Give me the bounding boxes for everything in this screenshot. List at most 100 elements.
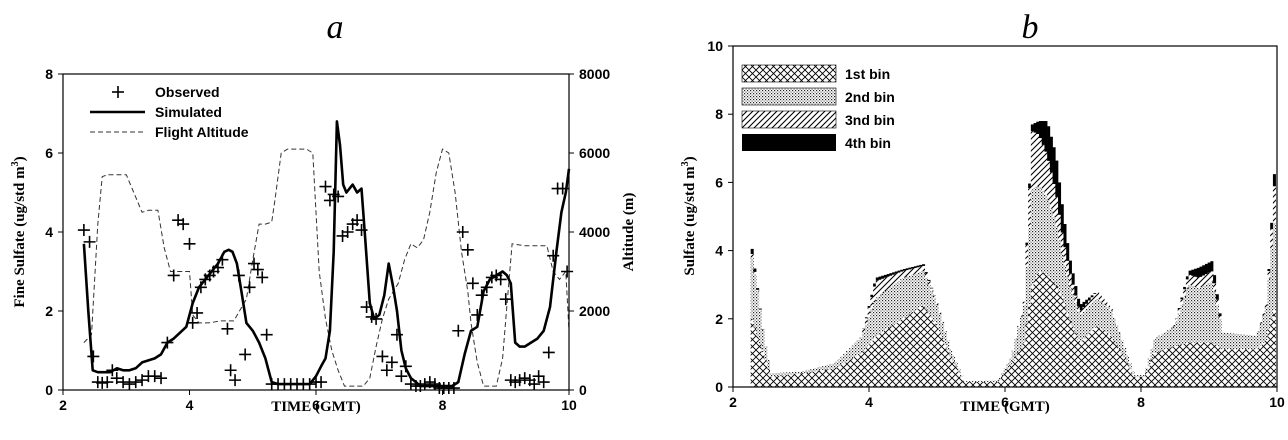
bar-segment-3nd-bin [1215,299,1219,306]
bar-segment-1st-bin [1126,363,1130,387]
bar-segment-1st-bin [1060,296,1064,387]
bar-segment-1st-bin [1077,339,1081,387]
bar-segment-2nd-bin [1074,303,1078,334]
bar-segment-2nd-bin [862,332,866,352]
observed-point [303,378,316,391]
bar-segment-2nd-bin [783,372,787,376]
bar-segment-3nd-bin [1183,289,1187,297]
bar-segment-1st-bin [1014,356,1018,387]
bar-segment-1st-bin [1107,334,1111,387]
bar-segment-1st-bin [1036,273,1040,387]
bar-segment-4th-bin [750,248,754,255]
bar-segment-2nd-bin [987,380,991,382]
panel-a-x-tick-label: 10 [561,397,577,413]
bar-segment-2nd-bin [1267,278,1271,330]
bar-segment-2nd-bin [1136,375,1140,377]
bar-segment-3nd-bin [881,278,885,294]
bar-segment-1st-bin [1145,372,1149,387]
bar-segment-2nd-bin [1177,313,1181,346]
bar-segment-2nd-bin [883,291,887,330]
bar-segment-2nd-bin [1155,337,1159,352]
bar-segment-2nd-bin [1213,291,1217,345]
bar-segment-3nd-bin [924,273,928,278]
bar-segment-3nd-bin [1175,318,1179,322]
bar-segment-1st-bin [1090,330,1094,387]
bar-segment-2nd-bin [750,257,754,319]
bar-segment-1st-bin [815,370,819,387]
bar-segment-2nd-bin [1215,305,1219,346]
bar-segment-3nd-bin [1117,332,1121,333]
bar-segment-3nd-bin [1085,303,1089,309]
bar-segment-1st-bin [829,368,833,387]
bar-segment-4th-bin [753,268,757,272]
bar-segment-3nd-bin [1017,326,1021,328]
bar-segment-1st-bin [1234,349,1238,387]
bar-segment-1st-bin [1098,328,1102,387]
panel-a-plot-frame [62,73,570,391]
bar-segment-2nd-bin [824,365,828,370]
bar-segment-2nd-bin [1147,358,1151,366]
observed-point [260,328,273,341]
observed-point [129,376,142,389]
bar-segment-3nd-bin [856,338,860,340]
bar-segment-1st-bin [1058,291,1062,387]
panel-a-x-tick-label: 6 [312,397,320,413]
observed-point [83,235,96,248]
bar-segment-2nd-bin [1240,334,1244,350]
panel-a-y-tick-label: 4 [45,224,53,240]
bar-segment-2nd-bin [1218,318,1222,348]
bar-segment-2nd-bin [1131,371,1135,375]
observed-point [136,374,149,387]
bar-segment-1st-bin [1030,284,1034,387]
bar-segment-2nd-bin [1117,332,1121,350]
observed-point [239,348,252,361]
bar-segment-2nd-bin [753,274,757,328]
bar-segment-2nd-bin [1248,335,1252,350]
panel-b-y-tick-label: 8 [715,106,723,122]
bar-segment-3nd-bin [1014,338,1018,340]
bar-segment-2nd-bin [962,381,966,382]
bar-segment-2nd-bin [1180,305,1184,345]
bar-segment-1st-bin [862,351,866,387]
bar-segment-2nd-bin [848,348,852,360]
bar-segment-2nd-bin [1003,368,1007,373]
bar-segment-2nd-bin [951,355,955,362]
observed-point [399,360,412,373]
bar-segment-2nd-bin [1019,316,1023,348]
bar-segment-2nd-bin [832,363,836,369]
bar-segment-3nd-bin [1039,138,1043,188]
bar-segment-1st-bin [878,333,882,387]
bar-segment-1st-bin [998,380,1002,387]
bar-segment-2nd-bin [1079,314,1083,342]
bar-segment-2nd-bin [979,380,983,382]
bar-segment-2nd-bin [805,370,809,373]
bar-segment-3nd-bin [943,331,947,332]
bar-segment-2nd-bin [1210,281,1214,343]
bar-segment-1st-bin [1120,353,1124,387]
bar-segment-2nd-bin [1199,287,1203,343]
bar-segment-2nd-bin [954,362,958,367]
bar-segment-3nd-bin [1112,316,1116,318]
bar-segment-3nd-bin [1068,273,1072,287]
bar-segment-1st-bin [886,328,890,387]
bar-segment-1st-bin [864,347,868,387]
bar-segment-2nd-bin [1085,308,1089,336]
bar-segment-2nd-bin [835,361,839,368]
bar-segment-2nd-bin [1039,187,1043,272]
bar-segment-3nd-bin [862,328,866,333]
bar-segment-3nd-bin [1096,292,1100,299]
bar-segment-1st-bin [962,381,966,387]
bar-segment-2nd-bin [780,372,784,376]
panel-a-y-tick-label: 8 [45,66,53,82]
bar-segment-2nd-bin [1087,305,1091,334]
panel-b-letter: b [1022,9,1039,46]
bar-segment-2nd-bin [1120,340,1124,354]
bar-segment-1st-bin [905,316,909,387]
bar-segment-4th-bin [1087,297,1091,301]
bar-segment-1st-bin [799,373,803,387]
bar-segment-3nd-bin [1259,322,1263,324]
bar-segment-2nd-bin [777,372,781,376]
bar-segment-1st-bin [1248,349,1252,387]
bar-segment-4th-bin [1028,183,1032,189]
